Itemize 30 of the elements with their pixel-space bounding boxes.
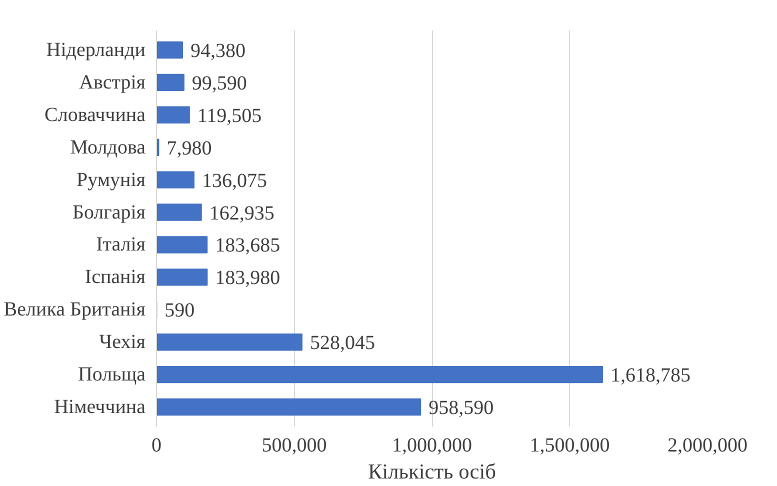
x-tick-label: 2,000,000 (668, 434, 748, 456)
y-tick-label: Польща (78, 364, 146, 386)
y-tick-label: Італія (96, 234, 146, 256)
data-label: 136,075 (202, 170, 267, 192)
data-label: 119,505 (197, 104, 262, 127)
y-tick-label: Чехія (99, 331, 146, 354)
y-tick-label: Нідерланди (46, 38, 146, 61)
data-label: 528,045 (310, 332, 375, 354)
x-tick-label: 1,500,000 (530, 434, 610, 456)
data-label: 7,980 (166, 137, 212, 160)
y-tick-label: Іспанія (84, 266, 146, 288)
data-label: 183,685 (215, 234, 280, 257)
y-tick-label: Словаччина (44, 104, 146, 126)
y-tick-label: Румунія (76, 168, 146, 191)
data-label: 958,590 (428, 397, 494, 420)
y-tick-label: Австрія (79, 71, 146, 94)
data-label: 1,618,785 (610, 364, 690, 387)
data-label: 590 (164, 300, 195, 322)
y-tick-label: Німеччина (54, 396, 146, 418)
x-tick-label: 0 (152, 434, 162, 456)
y-tick-label: Молдова (70, 136, 146, 158)
y-tick-label: Велика Британія (4, 298, 146, 321)
x-axis-title: Кількість осіб (368, 460, 496, 484)
data-label: 183,980 (215, 267, 280, 290)
y-tick-label: Болгарія (72, 201, 146, 224)
data-label: 162,935 (209, 202, 274, 224)
x-tick-label: 500,000 (262, 434, 327, 456)
data-label: 94,380 (190, 40, 246, 62)
x-tick-label: 1,000,000 (392, 434, 472, 456)
data-label: 99,590 (192, 72, 247, 94)
